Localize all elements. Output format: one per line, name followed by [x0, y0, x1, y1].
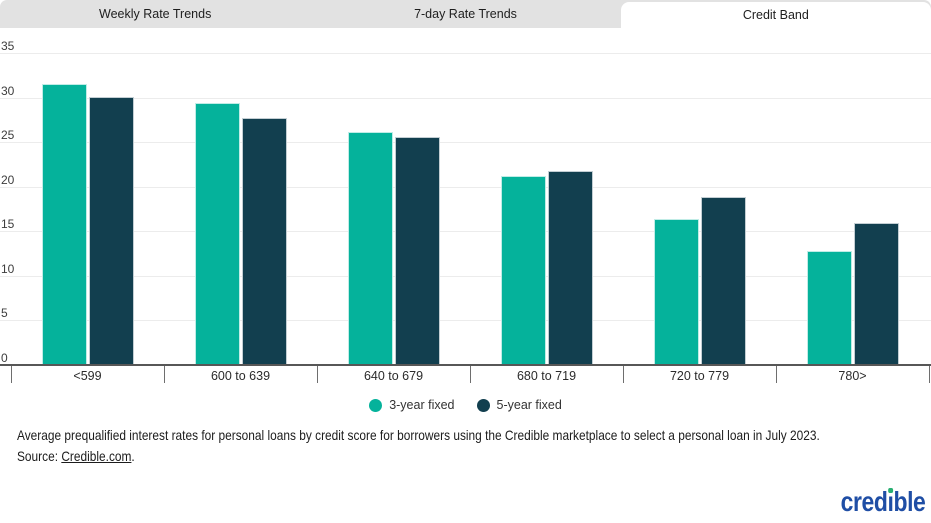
- y-gridline: [0, 275, 931, 277]
- bar-3-year-fixed-600-to-639: [194, 102, 240, 365]
- tab-credit-band[interactable]: Credit Band: [620, 2, 931, 28]
- category-label: 640 to 679: [363, 369, 424, 383]
- bar-5-year-fixed-599: [88, 96, 134, 365]
- category-label: 600 to 639: [210, 369, 271, 383]
- legend-item-5-year-fixed[interactable]: 5-year fixed: [476, 398, 562, 412]
- bar-5-year-fixed-720-to-779: [700, 197, 746, 365]
- x-axis-tick: [623, 366, 624, 383]
- logo-text-end: ble: [893, 486, 925, 517]
- legend-item-3-year-fixed[interactable]: 3-year fixed: [369, 398, 455, 412]
- chart-caption: Average prequalified interest rates for …: [17, 425, 820, 467]
- bar-group-780: [776, 40, 929, 366]
- legend-label: 5-year fixed: [496, 398, 562, 412]
- plot-area: 0 5 10 15 20 25 30 35: [0, 40, 931, 366]
- bar-group-600-to-639: [164, 40, 317, 366]
- x-axis-tick: [929, 366, 930, 383]
- legend-dot-icon: [476, 398, 490, 412]
- bar-5-year-fixed-640-to-679: [394, 136, 440, 365]
- y-axis-label: 10: [1, 261, 15, 276]
- x-axis-tick: [164, 366, 165, 383]
- bar-group-720-to-779: [623, 40, 776, 366]
- bar-5-year-fixed-680-to-719: [547, 170, 593, 365]
- y-gridline: [0, 53, 931, 54]
- y-axis-label: 0: [1, 351, 8, 365]
- legend-label: 3-year fixed: [389, 398, 455, 412]
- source-suffix: .: [131, 448, 135, 464]
- y-gridline: [0, 142, 931, 144]
- legend-dot-icon: [369, 398, 383, 412]
- bar-3-year-fixed-599: [41, 84, 87, 365]
- bar-5-year-fixed-780: [853, 223, 899, 365]
- source-prefix: Source:: [17, 448, 62, 464]
- bar-group-599: [11, 40, 164, 366]
- caption-source-line: Source: Credible.com.: [17, 446, 794, 467]
- logo-text-start: cred: [840, 486, 888, 517]
- x-axis-tick: [317, 366, 318, 383]
- y-axis-label: 15: [1, 217, 15, 232]
- bar-3-year-fixed-720-to-779: [653, 218, 699, 365]
- y-axis-label: 25: [1, 128, 15, 143]
- category-label: <599: [73, 369, 102, 383]
- x-axis-tick: [470, 366, 471, 383]
- x-axis-tick: [776, 366, 777, 383]
- logo-green-dot-icon: [887, 487, 893, 493]
- legend: 3-year fixed 5-year fixed: [0, 398, 931, 412]
- tab-7-day-rate-trends[interactable]: 7-day Rate Trends: [414, 7, 517, 21]
- bar-group-680-to-719: [470, 40, 623, 366]
- y-axis-label: 30: [1, 83, 15, 98]
- tab-weekly-rate-trends[interactable]: Weekly Rate Trends: [99, 7, 212, 21]
- y-axis-label: 35: [1, 39, 15, 53]
- logo-letter-i: ı: [887, 486, 894, 517]
- y-axis-label: 5: [1, 306, 8, 321]
- category-label: 780>: [838, 369, 867, 383]
- source-link[interactable]: Credible.com: [61, 448, 132, 464]
- x-axis-tick: [11, 366, 12, 383]
- bar-3-year-fixed-780: [806, 250, 852, 365]
- bar-3-year-fixed-640-to-679: [347, 131, 393, 365]
- caption-line1: Average prequalified interest rates for …: [17, 427, 820, 443]
- bar-5-year-fixed-600-to-639: [241, 118, 287, 365]
- y-gridline: [0, 320, 931, 322]
- bar-3-year-fixed-680-to-719: [500, 176, 546, 365]
- category-label: 680 to 719: [516, 369, 577, 383]
- y-gridline: [0, 186, 931, 188]
- y-axis-label: 20: [1, 172, 15, 187]
- x-axis: [0, 364, 931, 366]
- tab-bar: Weekly Rate Trends 7-day Rate Trends Cre…: [0, 0, 931, 28]
- credible-logo: credı ble: [840, 486, 925, 518]
- bar-group-640-to-679: [317, 40, 470, 366]
- x-axis-labels: <599 600 to 639 640 to 679 680 to 719 720 to…: [0, 366, 931, 386]
- y-gridline: [0, 231, 931, 233]
- y-gridline: [0, 97, 931, 99]
- category-label: 720 to 779: [669, 369, 730, 383]
